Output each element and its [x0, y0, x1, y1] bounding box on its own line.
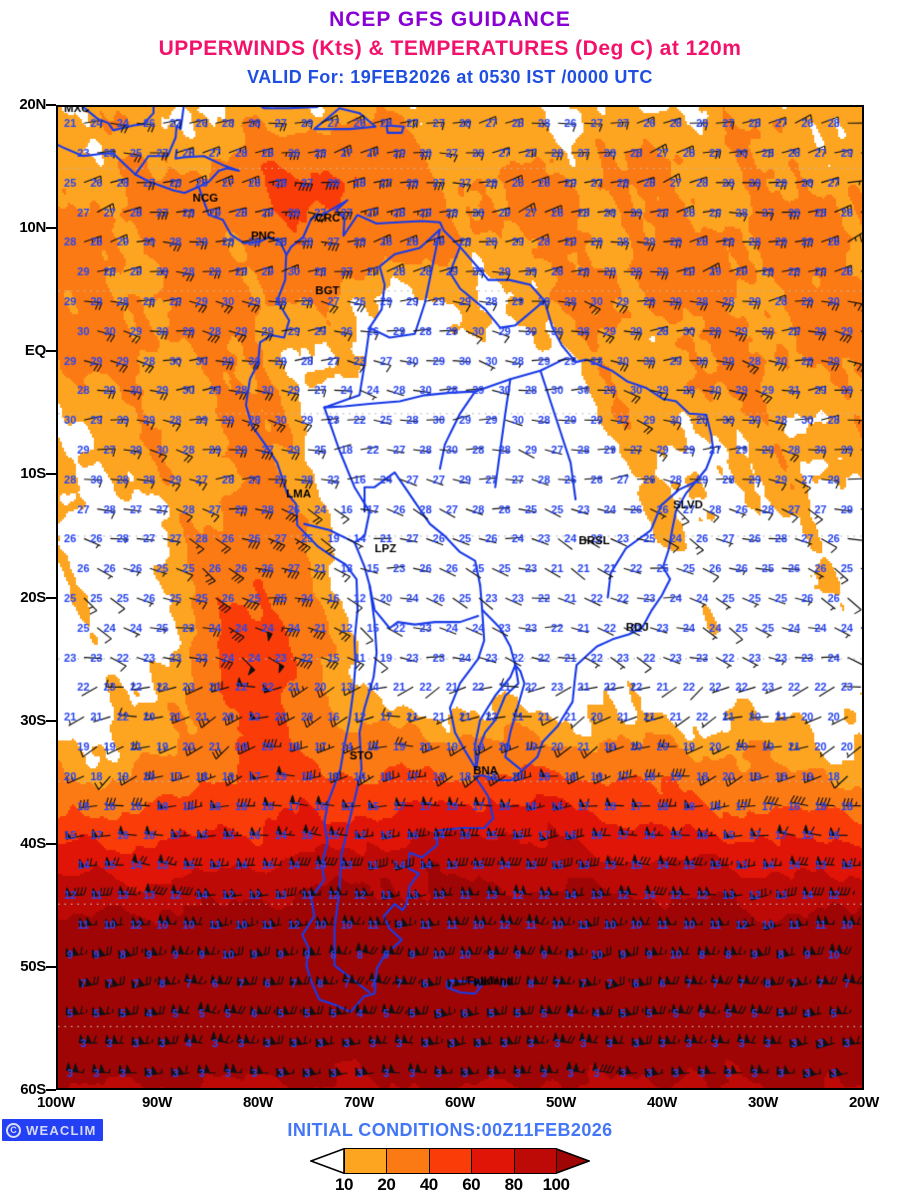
y-tick-label: 20S [20, 588, 46, 606]
x-tick-label: 60W [445, 1094, 475, 1111]
color-bar-cell [513, 1148, 557, 1174]
color-bar-under-cap [308, 1147, 345, 1175]
color-bar-tick-label: 100 [542, 1175, 570, 1194]
x-tick-label: 70W [344, 1094, 374, 1111]
y-tick-label: 60S [20, 1081, 46, 1098]
map-canvas [58, 107, 862, 1088]
y-tick-label: EQ [24, 342, 46, 360]
y-tick-label: 10N [19, 219, 46, 237]
y-tick-label: 40S [20, 834, 46, 852]
x-tick-label: 40W [647, 1094, 677, 1111]
weather-map[interactable] [56, 105, 864, 1090]
color-bar-tick-label: 80 [504, 1175, 523, 1194]
page-title: NCEP GFS GUIDANCE [329, 8, 571, 31]
y-tick-label: 50S [20, 957, 46, 975]
y-tick-mark [46, 104, 56, 106]
weaclim-label: WEACLIM [26, 1122, 97, 1138]
y-tick-label: 20N [19, 96, 46, 113]
color-bar-cell [386, 1148, 429, 1174]
color-bar-ticks: 10 20 40 60 80 100 [310, 1175, 590, 1197]
color-bar-cell [428, 1148, 472, 1174]
color-bar [308, 1147, 592, 1175]
copyright-circle-icon: C [6, 1122, 21, 1138]
weaclim-logo[interactable]: C WEACLIM [2, 1119, 103, 1141]
x-tick-label: 90W [142, 1094, 172, 1111]
y-tick-label: 30S [20, 711, 46, 729]
y-tick-label: 10S [20, 465, 46, 483]
y-tick-mark [46, 473, 56, 476]
color-legend: 10 20 40 60 80 100 [0, 1147, 900, 1198]
color-bar-cell [344, 1148, 387, 1174]
x-tick-label: 30W [748, 1094, 778, 1111]
y-tick-mark [46, 842, 56, 845]
y-tick-mark [46, 1089, 56, 1091]
y-tick-mark [46, 719, 56, 722]
y-tick-mark [46, 227, 56, 230]
color-bar-tick-label: 10 [335, 1175, 353, 1194]
initial-conditions-label: INITIAL CONDITIONS:00Z11FEB2026 [287, 1120, 613, 1140]
color-bar-tick-label: 40 [419, 1175, 438, 1194]
page-subtitle: UPPERWINDS (Kts) & TEMPERATURES (Deg C) … [158, 37, 742, 60]
y-tick-mark [46, 965, 56, 968]
color-bar-over-cap [555, 1147, 592, 1175]
color-bar-tick-label: 60 [462, 1175, 481, 1194]
chart-header: NCEP GFS GUIDANCE UPPERWINDS (Kts) & TEM… [0, 0, 900, 100]
x-tick-label: 20W [849, 1094, 879, 1111]
color-bar-cell [471, 1148, 514, 1174]
y-tick-mark [46, 350, 56, 353]
x-tick-label: 50W [546, 1094, 576, 1111]
x-tick-label: 100W [37, 1094, 75, 1111]
y-tick-mark [46, 596, 56, 599]
x-tick-label: 80W [243, 1094, 273, 1111]
valid-time-label: VALID For: 19FEB2026 at 0530 IST /0000 U… [247, 67, 653, 87]
color-bar-tick-label: 20 [377, 1175, 396, 1194]
